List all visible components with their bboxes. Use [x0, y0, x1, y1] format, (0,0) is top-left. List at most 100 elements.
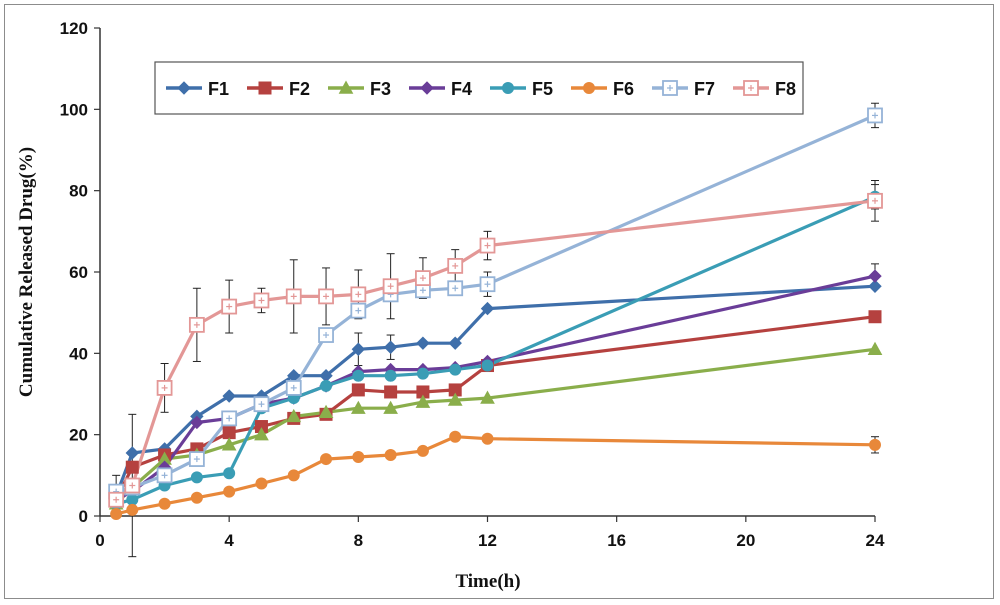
data-point-f8: [156, 379, 173, 396]
data-point-f8: [479, 237, 496, 254]
legend-label-f3: F3: [370, 79, 391, 99]
data-point-f1: [480, 301, 495, 316]
data-point-f3: [350, 400, 366, 414]
data-point-f8: [415, 270, 431, 287]
y-tick-label: 60: [69, 263, 88, 282]
data-point-f6: [190, 491, 203, 504]
data-point-f8: [221, 298, 238, 315]
y-tick-label: 120: [60, 19, 88, 38]
legend-label-f2: F2: [289, 79, 310, 99]
data-point-f6: [110, 507, 123, 520]
legend-label-f1: F1: [208, 79, 229, 99]
data-point-f1: [448, 336, 462, 350]
legend-label-f6: F6: [613, 79, 634, 99]
series-markers: [108, 107, 883, 520]
data-point-f5: [223, 467, 236, 480]
x-tick-label: 4: [224, 531, 234, 550]
data-point-f7: [479, 276, 496, 293]
data-point-f4: [190, 415, 204, 430]
x-tick-label: 16: [607, 531, 626, 550]
legend-label-f5: F5: [532, 79, 553, 99]
data-point-f3: [286, 408, 302, 423]
legend-label-f4: F4: [451, 79, 472, 99]
data-point-f8: [867, 192, 883, 209]
data-point-f5: [384, 369, 397, 382]
ticks: 0 20 40 60 80 100 120 0 4 8 12 16 20 24: [60, 19, 885, 550]
data-point-f8: [318, 288, 334, 305]
x-tick-label: 24: [866, 531, 885, 550]
y-tick-label: 80: [69, 182, 88, 201]
data-point-f6: [384, 449, 397, 461]
legend-label-f8: F8: [775, 79, 796, 99]
data-point-f6: [223, 485, 236, 498]
data-point-f1: [416, 336, 430, 350]
data-point-f3: [867, 341, 883, 355]
data-point-f8: [188, 316, 205, 333]
data-point-f8: [285, 288, 302, 305]
data-point-f7: [350, 302, 367, 319]
legend-marker-f7: [662, 80, 678, 96]
data-point-f6: [352, 451, 365, 464]
data-point-f5: [416, 367, 429, 380]
x-tick-label: 12: [478, 531, 497, 550]
data-point-f5: [190, 471, 203, 484]
series-line-f5: [114, 195, 877, 506]
x-tick-label: 0: [95, 531, 104, 550]
data-point-f2: [125, 460, 139, 474]
data-point-f5: [481, 359, 494, 372]
data-point-f8: [447, 257, 464, 274]
data-point-f3: [415, 394, 431, 408]
data-point-f5: [449, 363, 462, 376]
data-point-f7: [156, 467, 173, 484]
legend-marker-f6: [583, 82, 595, 94]
legend: F1 F2 F3 F4 F5 F6 F7 F8: [154, 61, 804, 115]
data-point-f7: [447, 280, 464, 297]
data-point-f1: [868, 279, 882, 293]
x-tick-label: 8: [354, 531, 363, 550]
data-point-f7: [285, 379, 302, 396]
data-point-f3: [480, 390, 495, 404]
data-point-f6: [255, 477, 268, 490]
data-point-f8: [253, 292, 270, 309]
data-point-f2: [222, 426, 236, 440]
data-point-f7: [867, 107, 883, 124]
data-point-f7: [188, 451, 205, 467]
data-point-f6: [869, 438, 881, 451]
data-point-f1: [383, 340, 398, 354]
y-tick-label: 100: [60, 100, 88, 119]
data-point-f3: [447, 392, 463, 406]
y-axis-title: Cumulative Released Drug(%): [16, 147, 37, 397]
data-point-f8: [382, 278, 399, 295]
data-point-f6: [158, 497, 171, 510]
data-point-f6: [287, 469, 300, 482]
x-tick-label: 20: [736, 531, 755, 550]
legend-marker-f8: [743, 80, 759, 96]
legend-marker-f1: [177, 81, 191, 95]
data-point-f6: [320, 453, 333, 466]
data-point-f8: [350, 286, 367, 303]
data-point-f3: [254, 427, 269, 441]
data-point-f4: [868, 269, 882, 283]
legend-marker-f4: [420, 81, 434, 95]
data-point-f8: [108, 491, 125, 508]
legend-marker-f3: [338, 80, 354, 94]
data-point-f7: [253, 396, 270, 413]
data-point-f1: [222, 389, 236, 403]
data-point-f1: [351, 342, 366, 356]
x-axis-title: Time(h): [455, 571, 520, 592]
data-point-f5: [352, 369, 365, 382]
y-tick-label: 40: [69, 344, 88, 363]
data-point-f6: [481, 432, 494, 445]
legend-label-f7: F7: [694, 79, 715, 99]
y-tick-label: 0: [79, 507, 88, 526]
data-point-f2: [351, 383, 365, 397]
series-lines: [114, 113, 877, 516]
data-point-f3: [383, 400, 398, 414]
data-point-f5: [126, 493, 139, 506]
data-point-f3: [318, 404, 334, 418]
data-point-f5: [320, 379, 333, 392]
data-point-f6: [416, 444, 429, 457]
y-tick-label: 20: [69, 426, 88, 445]
data-point-f2: [384, 385, 398, 399]
